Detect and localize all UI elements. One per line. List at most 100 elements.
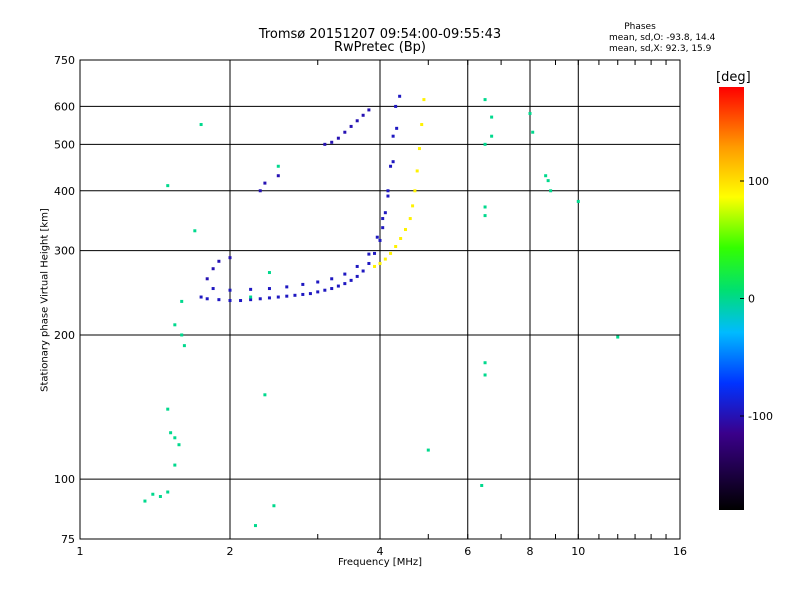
- echo-point: [239, 299, 243, 303]
- x-tick-label: 6: [464, 545, 471, 558]
- echo-point: [391, 160, 395, 164]
- stats-title: Phases: [624, 22, 656, 32]
- echo-point: [528, 111, 532, 115]
- echo-point: [323, 288, 327, 292]
- echo-point: [381, 217, 385, 221]
- echo-point: [316, 290, 320, 294]
- y-tick-label: 500: [54, 138, 75, 151]
- echo-point: [205, 297, 209, 301]
- echo-point: [336, 136, 340, 140]
- echo-point: [182, 344, 186, 348]
- echo-point: [417, 147, 421, 151]
- x-axis-label: Frequency [MHz]: [337, 557, 423, 568]
- echo-point: [263, 393, 267, 397]
- echo-point: [373, 251, 377, 255]
- stats-x-mode: mean, sd,X: 92.3, 15.9: [609, 44, 712, 54]
- echo-point: [483, 214, 487, 218]
- echo-point: [258, 297, 262, 301]
- echo-point: [228, 256, 232, 260]
- echo-point: [308, 292, 312, 296]
- echo-point: [490, 115, 494, 119]
- x-tick-label: 16: [673, 545, 687, 558]
- echo-point: [330, 140, 334, 144]
- echo-point: [211, 267, 215, 271]
- echo-point: [285, 294, 289, 298]
- echo-point: [546, 179, 550, 183]
- echo-point: [349, 124, 353, 128]
- echo-point: [330, 277, 334, 281]
- echo-point: [343, 282, 347, 286]
- echo-point: [228, 288, 232, 292]
- echo-point: [367, 261, 371, 265]
- echo-point: [420, 123, 424, 127]
- echo-point: [173, 436, 177, 440]
- echo-point: [616, 335, 620, 339]
- echo-point: [301, 292, 305, 296]
- echo-point: [426, 448, 430, 452]
- echo-point: [531, 130, 535, 134]
- y-tick-label: 600: [54, 100, 75, 113]
- echo-point: [258, 189, 262, 193]
- y-tick-label: 400: [54, 185, 75, 198]
- echo-point: [549, 189, 553, 193]
- x-tick-label: 8: [527, 545, 534, 558]
- phase-colorbar: [719, 87, 744, 510]
- echo-point: [180, 299, 184, 303]
- echo-point: [343, 272, 347, 276]
- echo-point: [381, 226, 385, 230]
- echo-point: [391, 134, 395, 138]
- x-tick-label: 2: [227, 545, 234, 558]
- colorbar-tick-label: 100: [748, 175, 769, 188]
- echo-point: [383, 211, 387, 215]
- echo-point: [483, 142, 487, 146]
- echo-point: [336, 284, 340, 288]
- echo-point: [367, 108, 371, 112]
- echo-point: [343, 130, 347, 134]
- echo-point: [217, 259, 221, 263]
- echo-point: [367, 252, 371, 256]
- echo-point: [199, 123, 203, 127]
- echo-point: [301, 282, 305, 286]
- colorbar-tick-label: 0: [748, 293, 755, 306]
- echo-point: [399, 236, 403, 240]
- echo-point: [249, 295, 253, 299]
- echo-point: [166, 184, 170, 188]
- echo-point: [415, 169, 419, 173]
- echo-point: [355, 119, 359, 123]
- x-tick-label: 10: [571, 545, 585, 558]
- x-tick-label: 4: [377, 545, 384, 558]
- echo-point: [361, 113, 365, 117]
- echo-point: [330, 287, 334, 291]
- echo-point: [177, 443, 181, 447]
- echo-point: [151, 492, 155, 496]
- y-tick-label: 200: [54, 329, 75, 342]
- echo-point: [166, 407, 170, 411]
- echo-point: [383, 257, 387, 261]
- echo-point: [193, 229, 197, 233]
- x-tick-label: 1: [77, 545, 84, 558]
- echo-point: [169, 431, 173, 435]
- echo-point: [253, 524, 257, 528]
- echo-point: [394, 104, 398, 108]
- echo-point: [293, 293, 297, 297]
- echo-point: [173, 323, 177, 327]
- y-tick-label: 100: [54, 473, 75, 486]
- echo-point: [249, 298, 253, 302]
- echo-point: [211, 287, 215, 291]
- echo-point: [544, 174, 548, 178]
- echo-point: [490, 134, 494, 138]
- colorbar-label: [deg]: [716, 70, 751, 85]
- echo-point: [422, 98, 426, 102]
- echo-point: [408, 217, 412, 221]
- echo-point: [483, 361, 487, 365]
- echo-point: [166, 490, 170, 494]
- echo-point: [389, 251, 393, 255]
- echo-point: [276, 164, 280, 168]
- echo-point: [199, 295, 203, 299]
- echo-point: [285, 285, 289, 289]
- echo-point: [355, 264, 359, 268]
- echo-point: [483, 205, 487, 209]
- echo-point: [483, 98, 487, 102]
- echo-point: [411, 204, 415, 208]
